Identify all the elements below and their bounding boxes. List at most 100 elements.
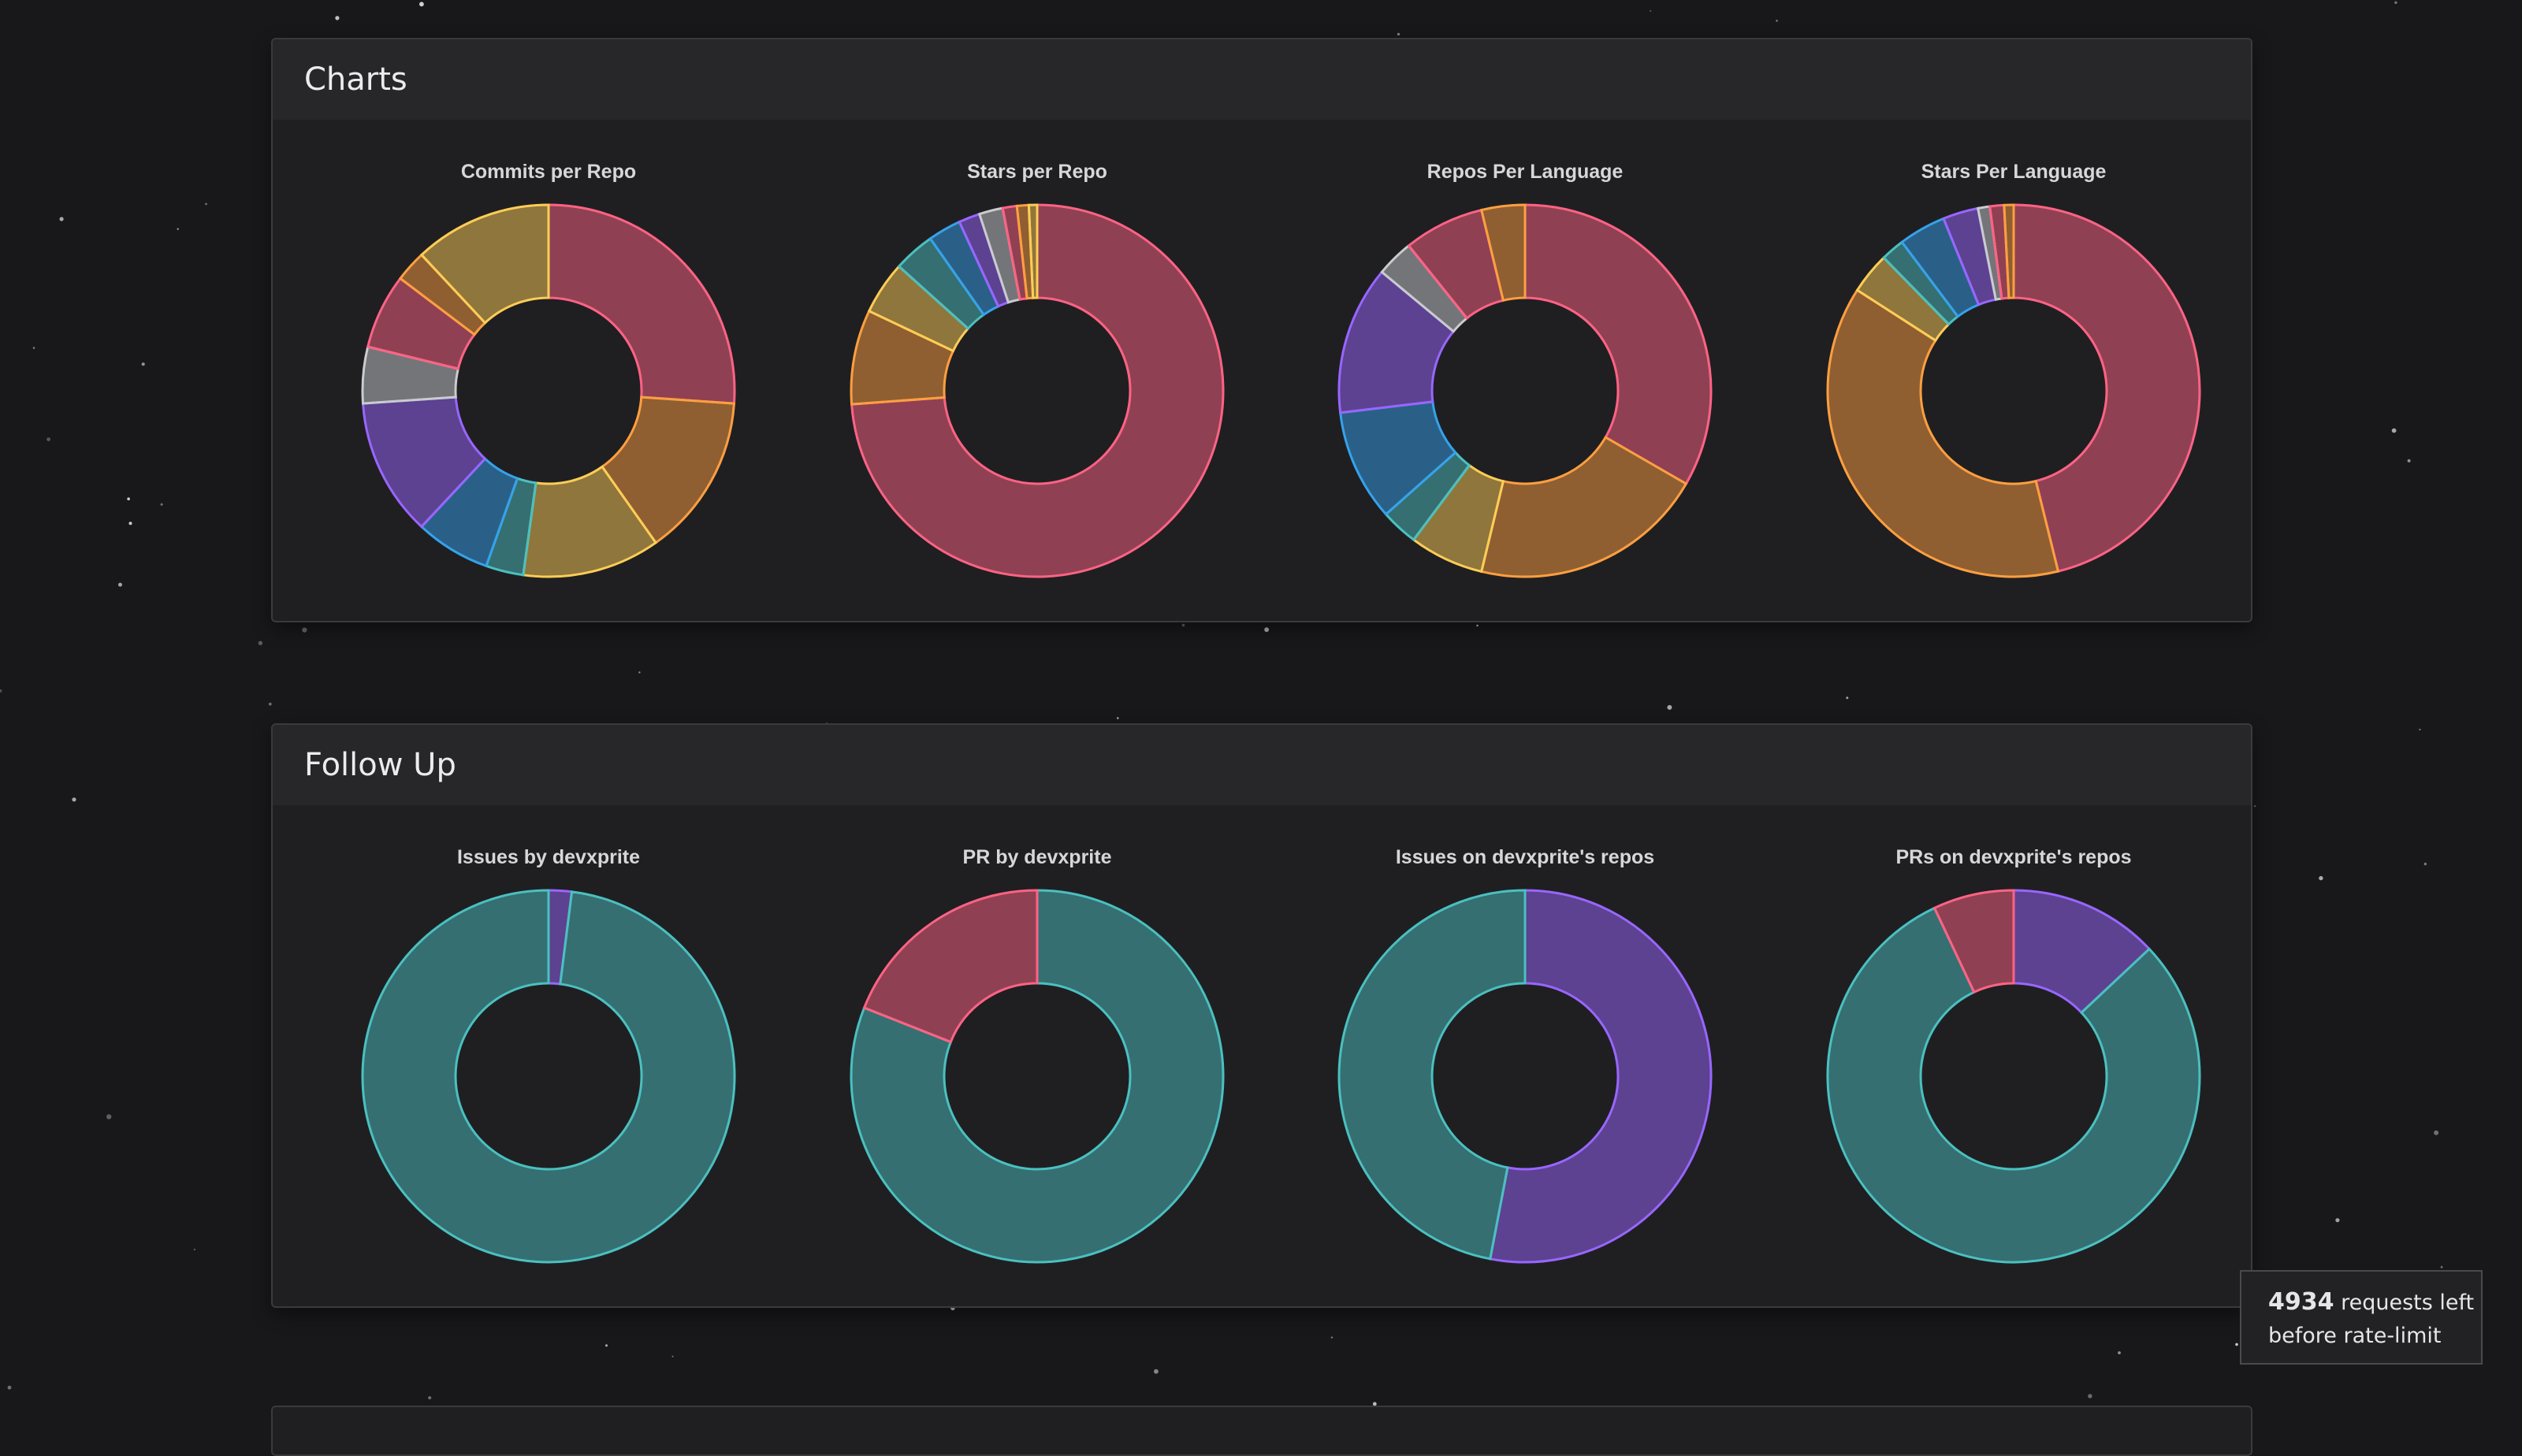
donut-slice[interactable]: [850, 889, 1225, 1264]
donut-slice[interactable]: [1523, 203, 1713, 486]
star-dot: [1330, 1336, 1334, 1339]
star-dot: [2088, 1394, 2092, 1398]
star-dot: [141, 362, 145, 366]
rate-limit-label-line2: before rate-limit: [2268, 1324, 2442, 1348]
star-dot: [302, 627, 307, 633]
star-dot: [2118, 1351, 2121, 1354]
chart-title: Stars Per Language: [1921, 161, 2107, 183]
chart-title: Issues by devxprite: [456, 846, 641, 868]
donut-slice[interactable]: [419, 203, 550, 325]
star-dot: [118, 582, 122, 587]
chart-commits-per-repo: Commits per Repo: [304, 120, 793, 619]
donut-slice[interactable]: [1479, 203, 1527, 303]
rate-limit-count: 4934: [2268, 1288, 2334, 1316]
donut-slice[interactable]: [1489, 889, 1713, 1264]
chart-title: Commits per Repo: [460, 161, 637, 183]
chart-issues-on-repos: Issues on devxprite's repos: [1281, 805, 1769, 1305]
donut-slice[interactable]: [1027, 203, 1039, 299]
donut-slice[interactable]: [1932, 889, 2015, 994]
donut-chart[interactable]: [359, 202, 738, 580]
star-dot: [638, 671, 641, 674]
donut-slice[interactable]: [2012, 203, 2201, 573]
star-dot: [2235, 1343, 2238, 1346]
donut-chart[interactable]: [1336, 887, 1714, 1265]
chart-pr-by-user: PR by devxprite: [793, 805, 1281, 1305]
star-dot: [193, 1248, 196, 1251]
star-dot: [1776, 20, 1778, 22]
donut-slice[interactable]: [2003, 203, 2015, 299]
charts-row: Issues by devxprite PR by devxprite Issu…: [273, 805, 2251, 1305]
donut-chart[interactable]: [1336, 202, 1714, 580]
star-dot: [671, 1355, 674, 1358]
star-dot: [1650, 9, 1652, 12]
star-dot: [2394, 1, 2397, 4]
star-dot: [205, 202, 207, 206]
star-dot: [1264, 627, 1269, 633]
star-dot: [419, 2, 424, 7]
rate-limit-indicator: 4934 requests left before rate-limit: [2240, 1270, 2483, 1365]
donut-chart[interactable]: [1825, 887, 2203, 1265]
donut-slice[interactable]: [1826, 906, 2201, 1264]
charts-panel-header: Charts: [273, 39, 2251, 120]
chart-prs-on-repos: PRs on devxprite's repos: [1769, 805, 2251, 1305]
follow-up-panel: Follow Up Issues by devxprite PR by devx…: [271, 723, 2252, 1308]
donut-slice[interactable]: [2012, 889, 2152, 1015]
next-panel-edge: [271, 1406, 2252, 1456]
donut-chart[interactable]: [848, 887, 1226, 1265]
donut-chart[interactable]: [359, 887, 738, 1265]
star-dot: [59, 217, 64, 221]
donut-chart[interactable]: [848, 202, 1226, 580]
charts-row: Commits per Repo Stars per Repo Repos Pe…: [273, 120, 2251, 619]
star-dot: [2419, 728, 2421, 731]
star-dot: [2407, 459, 2411, 462]
donut-slice[interactable]: [547, 203, 736, 405]
chart-title: Stars per Repo: [967, 161, 1107, 183]
rate-limit-label: requests left: [2341, 1291, 2475, 1315]
donut-slice[interactable]: [361, 889, 736, 1264]
chart-stars-per-repo: Stars per Repo: [793, 120, 1281, 619]
star-dot: [1476, 624, 1479, 627]
star-dot: [32, 347, 35, 349]
donut-slice[interactable]: [862, 889, 1039, 1044]
chart-title: PRs on devxprite's repos: [1895, 846, 2132, 868]
donut-slice[interactable]: [1337, 889, 1527, 1261]
charts-panel: Charts Commits per Repo Stars per Repo R…: [271, 38, 2252, 622]
star-dot: [1397, 32, 1400, 36]
donut-slice[interactable]: [850, 203, 1225, 578]
star-dot: [0, 689, 2, 693]
star-dot: [335, 16, 340, 20]
panel-title: Charts: [304, 61, 407, 98]
star-dot: [2391, 428, 2397, 433]
donut-chart[interactable]: [1825, 202, 2203, 580]
star-dot: [1154, 1369, 1159, 1374]
donut-slice[interactable]: [1826, 288, 2060, 578]
star-dot: [106, 1114, 112, 1120]
star-dot: [46, 437, 50, 441]
chart-title: Issues on devxprite's repos: [1395, 846, 1655, 868]
star-dot: [1117, 717, 1119, 719]
star-dot: [2319, 875, 2323, 881]
follow-up-panel-header: Follow Up: [273, 725, 2251, 805]
star-dot: [268, 702, 272, 706]
star-dot: [72, 797, 76, 802]
star-dot: [1846, 696, 1849, 700]
star-dot: [428, 1396, 432, 1400]
star-dot: [1181, 623, 1185, 627]
chart-stars-per-language: Stars Per Language: [1769, 120, 2251, 619]
star-dot: [177, 228, 179, 230]
donut-slice[interactable]: [1479, 435, 1688, 578]
star-dot: [160, 503, 163, 506]
donut-slice[interactable]: [600, 396, 736, 544]
star-dot: [605, 1344, 608, 1347]
star-dot: [258, 641, 263, 645]
star-dot: [2423, 862, 2427, 866]
chart-title: PR by devxprite: [962, 846, 1112, 868]
star-dot: [128, 522, 132, 526]
star-dot: [2335, 1218, 2340, 1223]
chart-repos-per-language: Repos Per Language: [1281, 120, 1769, 619]
star-dot: [2440, 1265, 2443, 1268]
star-dot: [7, 1385, 12, 1390]
chart-title: Repos Per Language: [1427, 161, 1624, 183]
star-dot: [2254, 805, 2256, 808]
panel-title: Follow Up: [304, 747, 456, 783]
